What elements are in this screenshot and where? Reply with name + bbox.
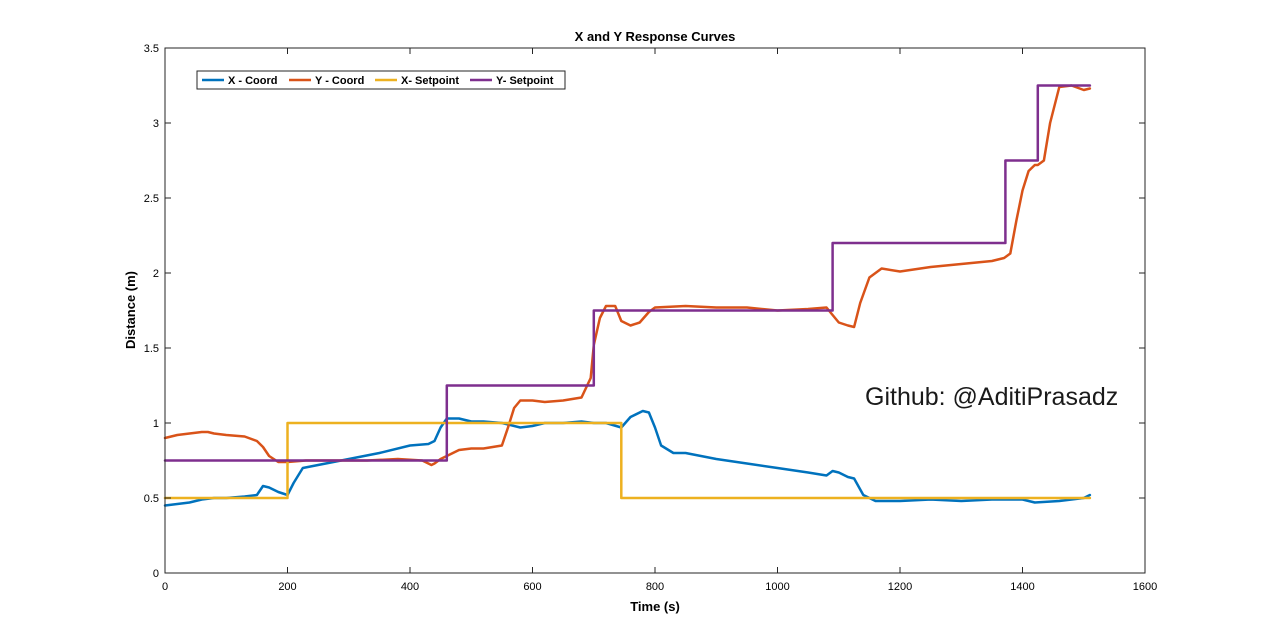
series-line-x-coord	[163, 409, 1092, 507]
series-layer	[163, 84, 1092, 507]
x-tick-label: 1400	[1010, 581, 1034, 593]
x-tick-label: 1000	[765, 581, 789, 593]
series-line-y-setpoint	[163, 84, 1092, 462]
y-tick-label: 0.5	[144, 493, 159, 505]
legend-label-x-setpoint: X- Setpoint	[401, 75, 459, 87]
x-tick-label: 1200	[888, 581, 912, 593]
y-axis-label: Distance (m)	[123, 271, 138, 349]
y-tick-label: 2.5	[144, 193, 159, 205]
y-tick-label: 1.5	[144, 343, 159, 355]
y-tick-label: 0	[153, 568, 159, 580]
x-axis-label: Time (s)	[630, 599, 680, 614]
legend-label-y-coord: Y - Coord	[315, 75, 364, 87]
x-tick-label: 200	[278, 581, 296, 593]
x-tick-label: 0	[162, 581, 168, 593]
legend-label-x-coord: X - Coord	[228, 75, 278, 87]
watermark-text: Github: @AditiPrasadz	[865, 383, 1119, 411]
y-tick-label: 1	[153, 418, 159, 430]
y-tick-label: 2	[153, 268, 159, 280]
x-tick-label: 600	[523, 581, 541, 593]
x-tick-label: 800	[646, 581, 664, 593]
x-tick-label: 400	[401, 581, 419, 593]
chart-title: X and Y Response Curves	[575, 29, 736, 44]
ticks-layer: 0 200 400 600 800 1000 1200 1400 1600 0 0.5 1 1.5 2 2.…	[144, 43, 1158, 593]
y-tick-label: 3.5	[144, 43, 159, 55]
legend: X - Coord Y - Coord X- Setpoint Y- Setpo…	[196, 70, 566, 90]
y-tick-label: 3	[153, 118, 159, 130]
series-line-x-setpoint	[163, 421, 1092, 500]
x-tick-label: 1600	[1133, 581, 1157, 593]
legend-label-y-setpoint: Y- Setpoint	[496, 75, 554, 87]
